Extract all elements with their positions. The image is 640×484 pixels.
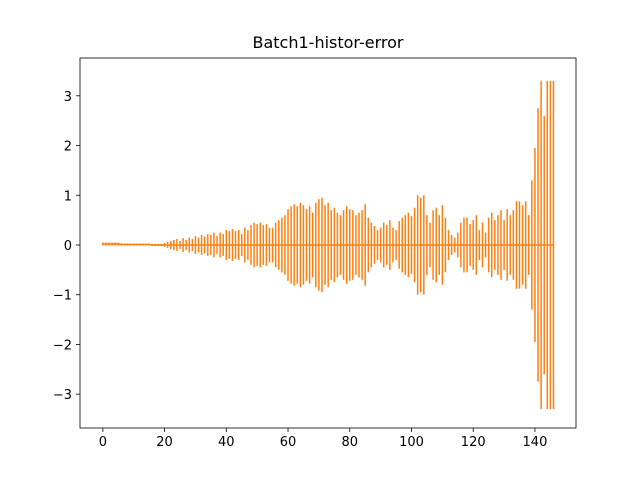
chart-title: Batch1-histor-error <box>253 33 404 52</box>
y-tick-label: −1 <box>53 289 72 304</box>
x-tick-label: 40 <box>218 435 235 450</box>
plot-frame <box>79 57 577 429</box>
y-tick-label: 0 <box>64 239 72 254</box>
x-tick-label: 140 <box>523 435 548 450</box>
x-tick-label: 80 <box>341 435 358 450</box>
y-tick-label: 3 <box>64 90 72 105</box>
y-tick-label: 1 <box>64 189 72 204</box>
data-line <box>102 243 554 246</box>
y-tick-label: −2 <box>53 338 72 353</box>
y-tick-label: 2 <box>64 140 72 155</box>
x-tick-label: 60 <box>280 435 297 450</box>
y-tick-label: −3 <box>53 388 72 403</box>
x-tick-label: 20 <box>156 435 173 450</box>
x-tick-label: 0 <box>99 435 107 450</box>
x-tick-label: 120 <box>461 435 486 450</box>
x-tick-label: 100 <box>399 435 424 450</box>
